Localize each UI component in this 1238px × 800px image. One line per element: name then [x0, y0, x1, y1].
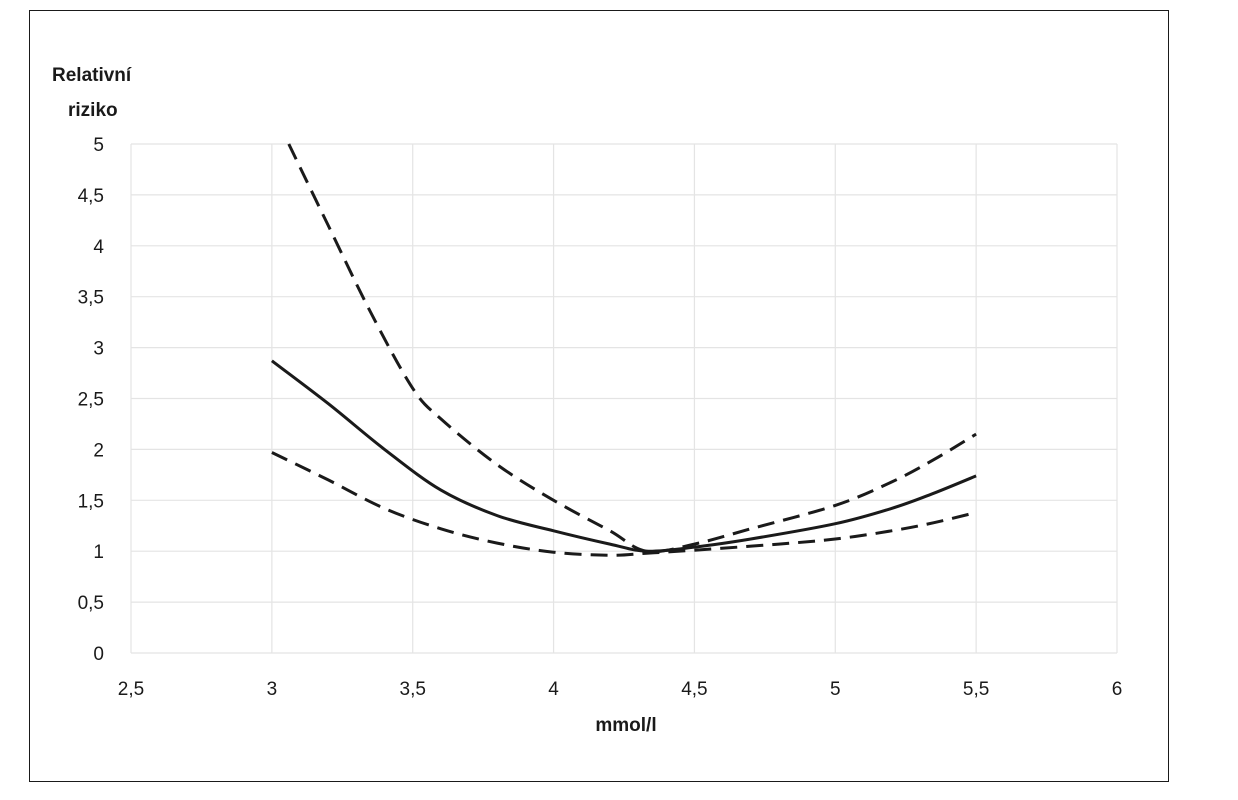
y-tick-label: 2,5 — [78, 390, 104, 411]
y-tick-label: 0,5 — [78, 593, 104, 614]
y-tick-label: 3 — [93, 339, 104, 360]
chart-frame — [29, 10, 1169, 782]
x-tick-label: 5,5 — [963, 679, 989, 700]
x-tick-label: 4 — [548, 679, 559, 700]
y-axis-label-line-2: riziko — [68, 100, 118, 121]
x-tick-label: 3,5 — [400, 679, 426, 700]
x-tick-label: 6 — [1112, 679, 1123, 700]
x-tick-label: 3 — [267, 679, 278, 700]
y-tick-label: 4 — [93, 237, 104, 258]
y-axis-label-line-1: Relativní — [52, 65, 132, 86]
grid — [130, 143, 1118, 654]
y-tick-labels: 0 0,5 1 1,5 2 2,5 3 3,5 4 4,5 5 — [78, 135, 105, 665]
series-line-1 — [270, 359, 977, 553]
y-tick-label: 0 — [93, 644, 104, 665]
y-tick-label: 2 — [93, 440, 104, 461]
y-tick-label: 1,5 — [78, 491, 104, 512]
x-tick-label: 2,5 — [118, 679, 144, 700]
x-tick-labels: 2,5 3 3,5 4 4,5 5 5,5 6 — [118, 679, 1123, 700]
y-tick-label: 3,5 — [78, 288, 104, 309]
x-tick-label: 5 — [830, 679, 841, 700]
x-axis-label: mmol/l — [595, 715, 656, 736]
series-line-2 — [287, 143, 977, 554]
x-tick-label: 4,5 — [681, 679, 707, 700]
series-layer — [270, 143, 977, 557]
y-tick-label: 4,5 — [78, 186, 104, 207]
y-tick-label: 1 — [93, 542, 104, 563]
series-line-3 — [271, 451, 977, 557]
y-tick-label: 5 — [93, 135, 104, 156]
